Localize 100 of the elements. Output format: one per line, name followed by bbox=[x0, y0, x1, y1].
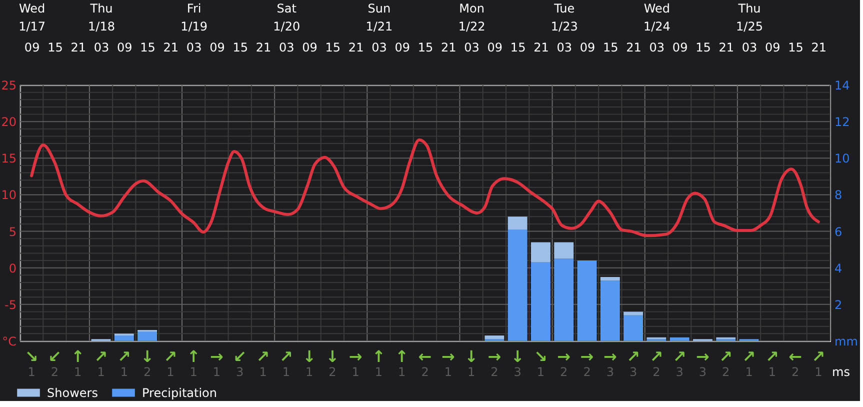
x-tick-label: 03 bbox=[556, 40, 572, 54]
x-tick-label: 21 bbox=[70, 40, 86, 54]
x-tick-label: 03 bbox=[279, 40, 294, 54]
data-label: 2 bbox=[50, 365, 59, 379]
y2-tick-label: 4 bbox=[834, 261, 842, 276]
x-tick-label: 15 bbox=[696, 40, 711, 54]
category-label: ↓ bbox=[140, 347, 154, 366]
category-label: → bbox=[557, 347, 571, 366]
x-tick-label: 15 bbox=[603, 40, 618, 54]
y2-tick-label: 10 bbox=[834, 152, 850, 166]
data-label: 3 bbox=[514, 365, 522, 379]
y-tick-label: -5 bbox=[4, 298, 16, 312]
category-label: ↑ bbox=[372, 347, 386, 366]
data-label: 2 bbox=[583, 365, 591, 379]
category-label: ↗ bbox=[765, 347, 779, 366]
category-label: ↙ bbox=[48, 347, 62, 366]
x-tick-label: 15 bbox=[510, 40, 526, 54]
data-label: 1 bbox=[374, 365, 383, 379]
data-label: 3 bbox=[698, 365, 707, 379]
bar bbox=[508, 216, 528, 230]
category-label: ↓ bbox=[464, 347, 478, 366]
data-label: 1 bbox=[768, 365, 776, 379]
x-tick-label: 21 bbox=[256, 40, 272, 54]
category-label: ↑ bbox=[71, 347, 85, 366]
category-label: → bbox=[210, 347, 224, 366]
bar bbox=[484, 336, 504, 340]
x-tick-label: 15 bbox=[325, 40, 341, 54]
category-label: ↓ bbox=[510, 347, 524, 366]
category-label: ↓ bbox=[302, 347, 316, 366]
bar bbox=[508, 229, 528, 341]
data-label: 1 bbox=[444, 365, 452, 379]
x2-tick-label: Wed 1/17 bbox=[18, 2, 46, 34]
data-label: 2 bbox=[722, 365, 730, 379]
bar bbox=[624, 315, 644, 341]
data-label: 1 bbox=[814, 365, 822, 379]
x2-tick-label: Fri 1/19 bbox=[180, 2, 208, 34]
category-label: ↗ bbox=[94, 347, 108, 366]
data-label: 1 bbox=[74, 365, 82, 379]
x-tick-label: 09 bbox=[672, 40, 688, 54]
legend-label: Showers bbox=[47, 386, 98, 400]
x-tick-label: 15 bbox=[788, 40, 804, 54]
y2-tick-label: 8 bbox=[834, 188, 842, 202]
data-label: 2 bbox=[560, 365, 568, 379]
x2-tick-label: Tue 1/23 bbox=[550, 2, 578, 34]
x-tick-label: 15 bbox=[418, 40, 434, 54]
bar bbox=[554, 242, 574, 259]
category-label: ↓ bbox=[326, 347, 340, 366]
data-label: 3 bbox=[606, 365, 614, 379]
data-label: 1 bbox=[166, 365, 174, 379]
category-label: → bbox=[348, 347, 362, 366]
category-label: ↗ bbox=[650, 347, 664, 366]
category-label: ↗ bbox=[672, 347, 686, 366]
x-tick-label: 03 bbox=[649, 40, 665, 54]
data-label: 1 bbox=[305, 365, 314, 379]
category-label: ← bbox=[418, 347, 432, 366]
data-label: 2 bbox=[490, 365, 498, 379]
text: ms bbox=[832, 365, 850, 379]
data-label: 2 bbox=[421, 365, 429, 379]
y-tick-label: 15 bbox=[1, 152, 16, 166]
x-tick-label: 03 bbox=[186, 40, 202, 54]
x-tick-label: 09 bbox=[24, 40, 40, 54]
data-label: 1 bbox=[212, 365, 221, 379]
x-tick-label: 09 bbox=[394, 40, 410, 54]
data-label: 1 bbox=[745, 365, 753, 379]
x2-tick-label: Thu 1/18 bbox=[88, 2, 115, 34]
bar bbox=[670, 337, 690, 341]
data-label: 1 bbox=[97, 365, 105, 379]
x-tick-label: 15 bbox=[232, 40, 248, 54]
bar bbox=[530, 242, 550, 262]
y2-tick-label: 14 bbox=[834, 78, 850, 92]
x2-tick-label: Mon 1/22 bbox=[458, 2, 486, 34]
data-label: 1 bbox=[28, 365, 36, 379]
y-tick-label: 10 bbox=[1, 188, 16, 202]
x-tick-label: 21 bbox=[534, 40, 549, 54]
x-tick-label: 09 bbox=[302, 40, 318, 54]
bar bbox=[530, 262, 550, 341]
data-label: 1 bbox=[282, 365, 290, 379]
x-tick-label: 15 bbox=[48, 40, 63, 54]
data-label: 1 bbox=[467, 365, 476, 379]
x-tick-label: 21 bbox=[163, 40, 179, 54]
x-tick-label: 21 bbox=[441, 40, 456, 54]
x-tick-label: 03 bbox=[372, 40, 387, 54]
data-label: 3 bbox=[629, 365, 638, 379]
category-label: ↙ bbox=[233, 347, 247, 366]
data-label: 2 bbox=[143, 365, 152, 379]
category-label: ↗ bbox=[164, 347, 178, 366]
category-label: ↘ bbox=[534, 347, 548, 366]
data-label: 1 bbox=[398, 365, 406, 379]
bar bbox=[600, 277, 620, 281]
category-label: → bbox=[603, 347, 617, 366]
data-label: 3 bbox=[676, 365, 684, 379]
category-label: ↑ bbox=[395, 347, 409, 366]
x-tick-label: 21 bbox=[626, 40, 642, 54]
x-tick-label: 03 bbox=[94, 40, 110, 54]
x-tick-label: 09 bbox=[117, 40, 132, 54]
category-label: ↑ bbox=[186, 347, 200, 366]
category-label: ↗ bbox=[256, 347, 270, 366]
category-label: ↗ bbox=[279, 347, 293, 366]
y-tick-label: 0 bbox=[8, 261, 16, 276]
y2-tick-label: mm bbox=[834, 334, 858, 348]
